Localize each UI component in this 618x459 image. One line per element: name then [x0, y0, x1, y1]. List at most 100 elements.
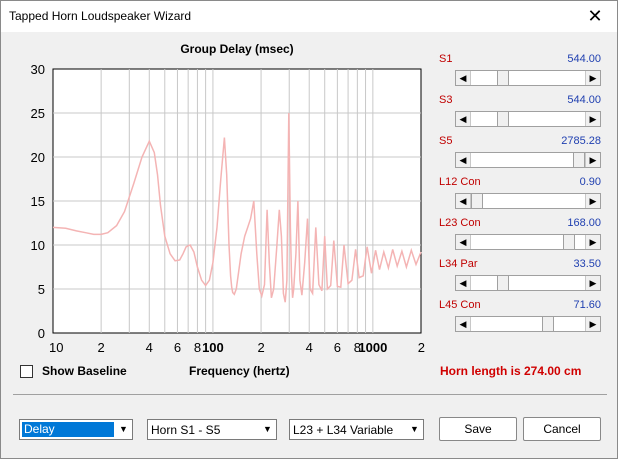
param-value: 544.00 — [567, 53, 601, 65]
arrow-left-icon[interactable]: ◀ — [456, 71, 471, 85]
scroll-thumb[interactable] — [562, 235, 575, 249]
close-icon: ✕ — [587, 6, 603, 26]
variable-combo[interactable]: L23 + L34 Variable ▼ — [289, 419, 424, 440]
arrow-right-icon[interactable]: ▶ — [585, 71, 600, 85]
cancel-button[interactable]: Cancel — [523, 417, 601, 441]
arrow-left-icon[interactable]: ◀ — [456, 276, 471, 290]
param-value: 33.50 — [573, 258, 601, 270]
param-header: S5 2785.28 — [439, 135, 601, 149]
param-header: S3 544.00 — [439, 94, 601, 108]
x-tick-label: 4 — [146, 340, 153, 355]
view-mode-combo[interactable]: Delay ▼ — [19, 419, 133, 440]
param-scrollbar[interactable]: ◀ ▶ — [455, 316, 601, 332]
param-scrollbar[interactable]: ◀ ▶ — [455, 234, 601, 250]
arrow-right-icon[interactable]: ▶ — [585, 235, 600, 249]
arrow-left-icon[interactable]: ◀ — [456, 153, 471, 167]
arrow-right-icon[interactable]: ▶ — [585, 317, 600, 331]
x-tick-label: 8 — [354, 340, 361, 355]
param-scrollbar[interactable]: ◀ ▶ — [455, 275, 601, 291]
arrow-right-icon[interactable]: ▶ — [585, 153, 600, 167]
param-row-l23-con: L23 Con 168.00 ◀ ▶ — [439, 217, 601, 253]
param-header: S1 544.00 — [439, 53, 601, 67]
param-name: L45 Con — [439, 299, 481, 311]
y-tick-label: 20 — [31, 150, 45, 165]
arrow-left-icon[interactable]: ◀ — [456, 317, 471, 331]
x-tick-label: 8 — [194, 340, 201, 355]
x-tick-label: 100 — [202, 340, 224, 355]
param-name: L34 Par — [439, 258, 478, 270]
scroll-thumb[interactable] — [496, 112, 509, 126]
arrow-left-icon[interactable]: ◀ — [456, 235, 471, 249]
horn-section-value: Horn S1 - S5 — [151, 423, 221, 437]
x-tick-label: 4 — [306, 340, 313, 355]
param-scrollbar[interactable]: ◀ ▶ — [455, 193, 601, 209]
x-tick-label: 2 — [257, 340, 264, 355]
y-tick-label: 10 — [31, 238, 45, 253]
horn-length-status: Horn length is 274.00 cm — [440, 364, 582, 378]
horn-section-combo[interactable]: Horn S1 - S5 ▼ — [147, 419, 277, 440]
window-title: Tapped Horn Loudspeaker Wizard — [9, 9, 192, 23]
param-scrollbar[interactable]: ◀ ▶ — [455, 111, 601, 127]
scroll-thumb[interactable] — [573, 153, 585, 167]
scroll-thumb[interactable] — [471, 194, 483, 208]
scroll-thumb[interactable] — [496, 71, 509, 85]
param-row-l34-par: L34 Par 33.50 ◀ ▶ — [439, 258, 601, 294]
param-value: 544.00 — [567, 94, 601, 106]
param-name: L23 Con — [439, 217, 481, 229]
param-scrollbar[interactable]: ◀ ▶ — [455, 152, 601, 168]
x-tick-label: 2 — [418, 340, 425, 355]
param-header: L34 Par 33.50 — [439, 258, 601, 272]
scroll-thumb[interactable] — [496, 276, 509, 290]
param-name: S3 — [439, 94, 453, 106]
param-header: L23 Con 168.00 — [439, 217, 601, 231]
show-baseline-checkbox[interactable] — [20, 364, 33, 378]
param-name: S5 — [439, 135, 453, 147]
x-tick-label: 6 — [334, 340, 341, 355]
show-baseline-label: Show Baseline — [42, 364, 127, 378]
param-row-s5: S5 2785.28 ◀ ▶ — [439, 135, 601, 171]
divider — [13, 394, 607, 395]
param-header: L45 Con 71.60 — [439, 299, 601, 313]
arrow-right-icon[interactable]: ▶ — [585, 112, 600, 126]
x-axis-label: Frequency (hertz) — [189, 364, 290, 378]
y-tick-label: 5 — [38, 282, 45, 297]
x-tick-label: 2 — [98, 340, 105, 355]
group-delay-series-line — [52, 112, 422, 303]
close-button[interactable]: ✕ — [573, 1, 617, 32]
y-tick-label: 30 — [31, 62, 45, 77]
param-header: L12 Con 0.90 — [439, 176, 601, 190]
x-tick-label: 6 — [174, 340, 181, 355]
x-tick-label: 10 — [49, 340, 63, 355]
chart-title: Group Delay (msec) — [180, 42, 294, 56]
y-tick-label: 0 — [38, 326, 45, 341]
show-baseline-option[interactable]: Show Baseline — [20, 364, 127, 378]
view-mode-value: Delay — [22, 422, 114, 437]
arrow-right-icon[interactable]: ▶ — [585, 194, 600, 208]
arrow-right-icon[interactable]: ▶ — [585, 276, 600, 290]
param-name: S1 — [439, 53, 453, 65]
param-value: 2785.28 — [561, 135, 601, 147]
arrow-left-icon[interactable]: ◀ — [456, 112, 471, 126]
y-tick-label: 15 — [31, 194, 45, 209]
arrow-left-icon[interactable]: ◀ — [456, 194, 471, 208]
chart-grid — [53, 69, 421, 333]
variable-value: L23 + L34 Variable — [293, 423, 394, 437]
param-value: 168.00 — [567, 217, 601, 229]
param-row-l12-con: L12 Con 0.90 ◀ ▶ — [439, 176, 601, 212]
save-button[interactable]: Save — [439, 417, 517, 441]
param-name: L12 Con — [439, 176, 481, 188]
chevron-down-icon: ▼ — [410, 424, 419, 434]
scroll-thumb[interactable] — [542, 317, 555, 331]
y-axis-ticks: 0 5 10 15 20 25 30 — [31, 62, 45, 341]
chevron-down-icon: ▼ — [119, 424, 128, 434]
param-row-s3: S3 544.00 ◀ ▶ — [439, 94, 601, 130]
chevron-down-icon: ▼ — [263, 424, 272, 434]
param-value: 71.60 — [573, 299, 601, 311]
param-scrollbar[interactable]: ◀ ▶ — [455, 70, 601, 86]
param-row-l45-con: L45 Con 71.60 ◀ ▶ — [439, 299, 601, 335]
title-bar: Tapped Horn Loudspeaker Wizard ✕ — [1, 1, 617, 32]
x-tick-label: 1000 — [358, 340, 387, 355]
